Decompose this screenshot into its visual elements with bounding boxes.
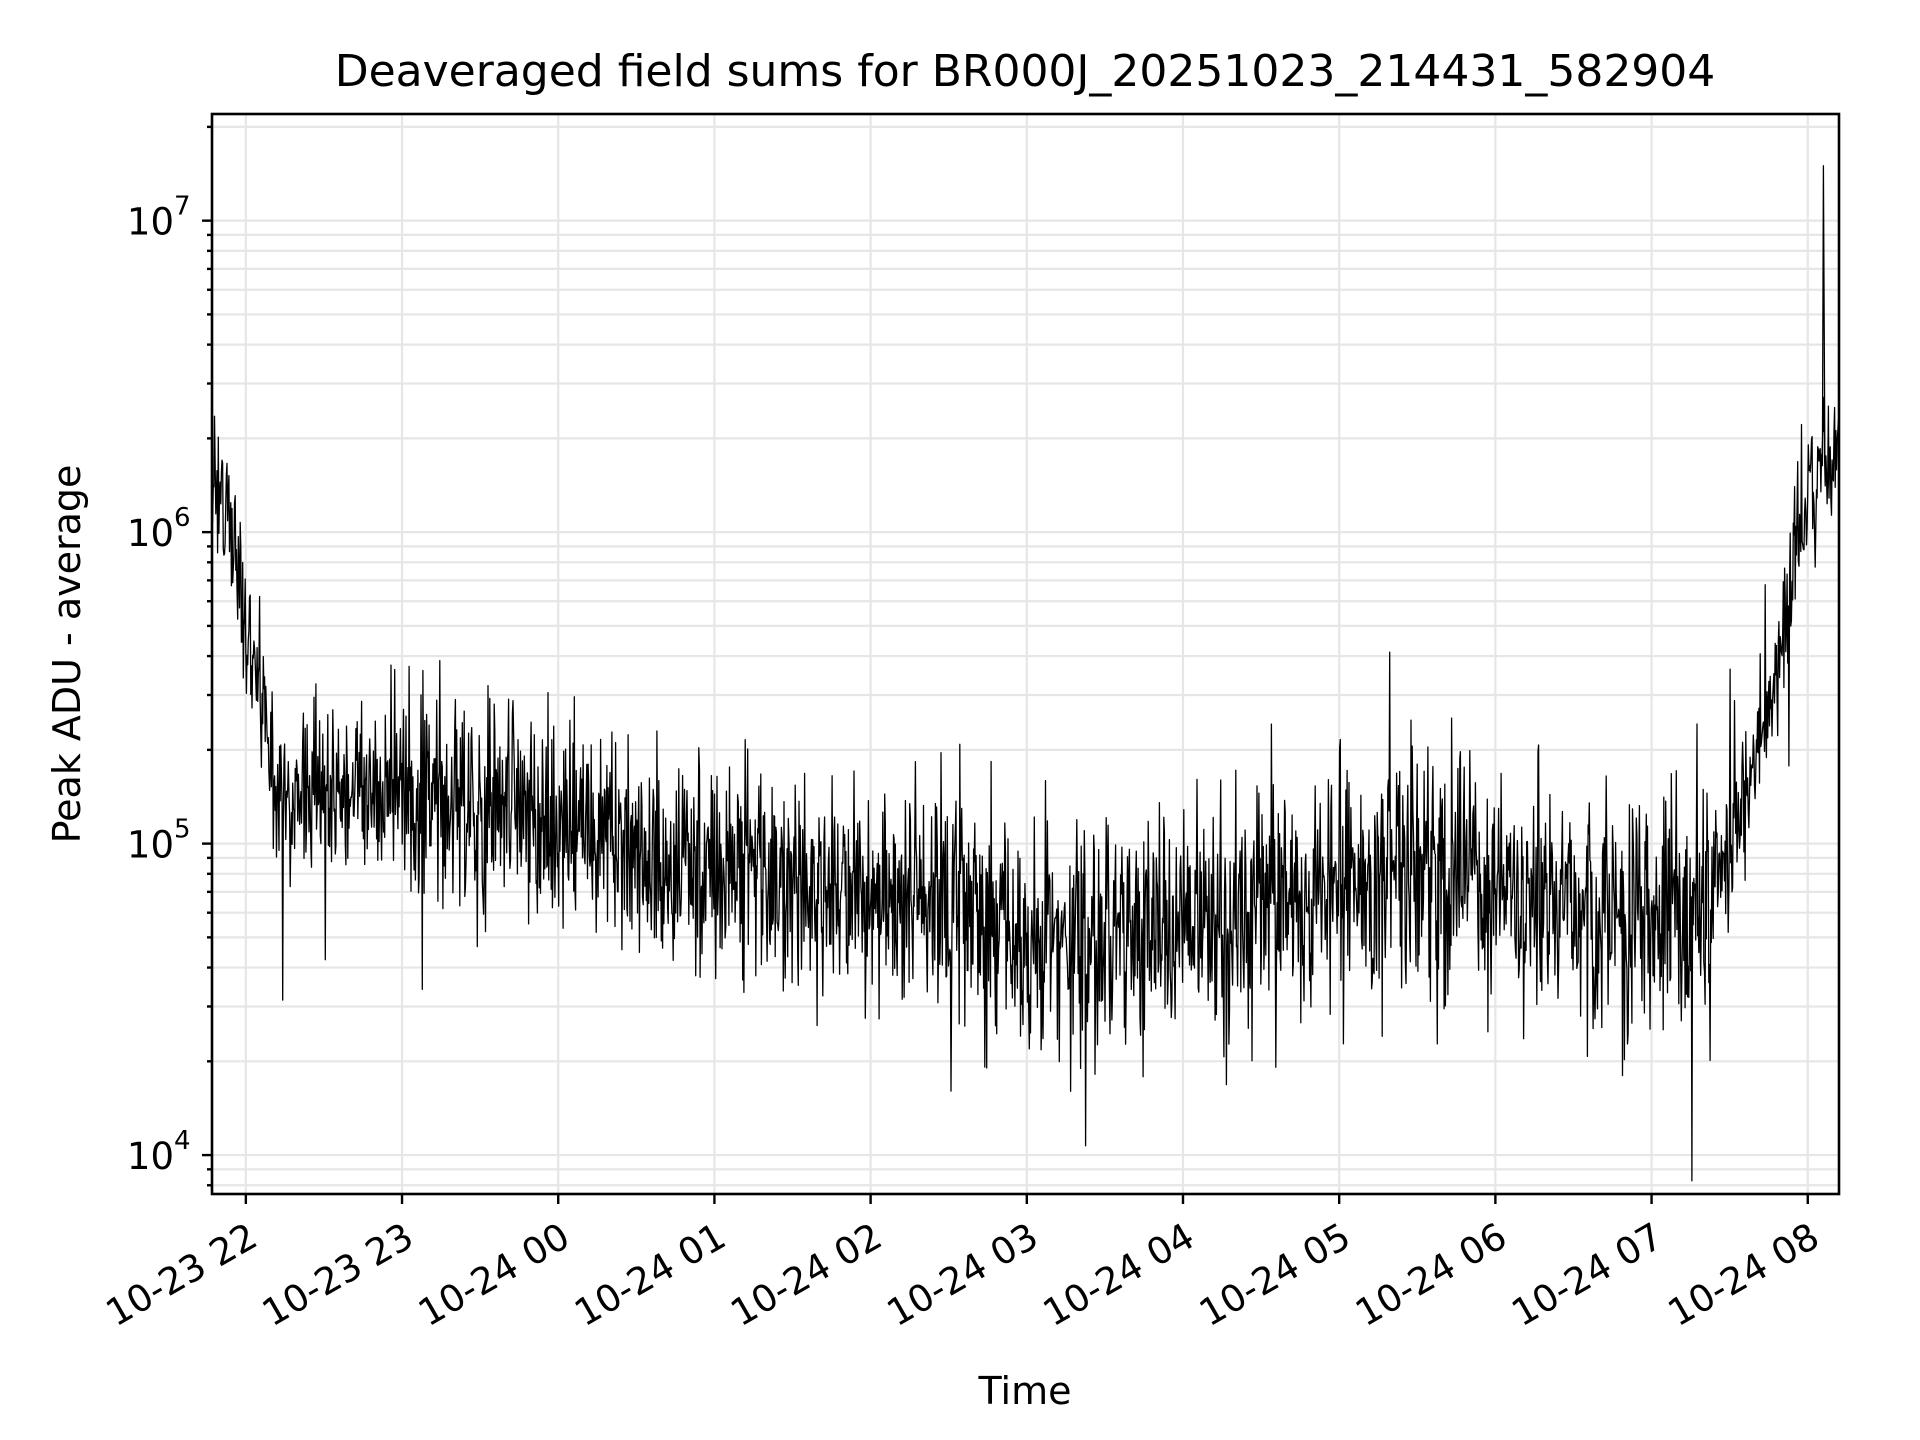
y-axis-label: Peak ADU - average: [45, 465, 89, 844]
y-tick-label: 10: [127, 824, 174, 867]
y-tick-exponent: 7: [174, 192, 191, 222]
series-line: [211, 165, 1840, 1182]
chart-title: Deaveraged field sums for BR000J_2025102…: [335, 46, 1716, 97]
y-tick-label: 10: [127, 201, 174, 244]
plot-frame: [210, 112, 1841, 1196]
y-tick-label: 10: [127, 512, 174, 555]
y-tick-exponent: 4: [174, 1126, 191, 1156]
y-tick-label: 10: [127, 1135, 174, 1178]
y-tick-exponent: 5: [174, 815, 191, 845]
data-series-line: [211, 165, 1840, 1182]
y-tick-exponent: 6: [174, 503, 191, 533]
x-axis-label: Time: [978, 1369, 1072, 1413]
